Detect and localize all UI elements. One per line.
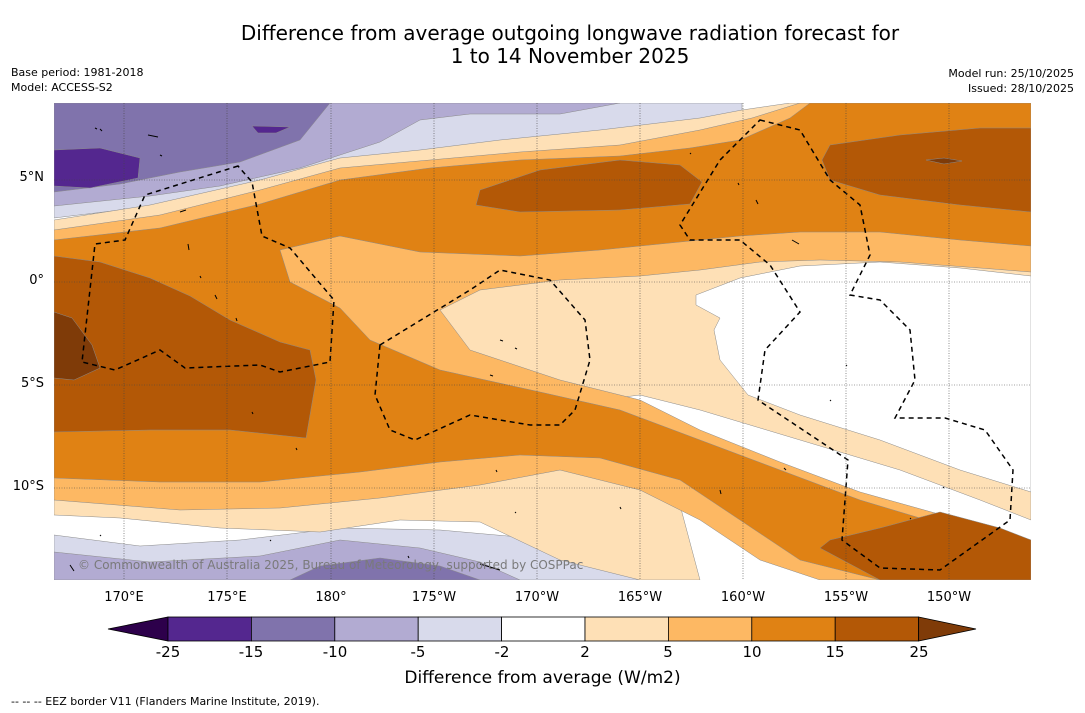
colorbar-segment xyxy=(250,616,336,642)
colorbar-label: -2 xyxy=(494,643,510,661)
colorbar-low-extension xyxy=(107,616,169,642)
lat-label-5n: 5°N xyxy=(19,170,45,185)
colorbar-segment xyxy=(501,616,586,642)
colorbar-label: -15 xyxy=(238,643,264,661)
lon-label-170w: 170°W xyxy=(514,590,560,605)
graticule-lines xyxy=(54,103,1031,580)
band-brown xyxy=(54,311,101,381)
lat-label-0: 0° xyxy=(29,273,44,288)
model-name: Model: ACCESS-S2 xyxy=(11,81,113,94)
lon-label-150w: 150°W xyxy=(926,590,972,605)
band-purple-dark xyxy=(54,147,141,189)
lon-label-180: 180° xyxy=(315,590,347,605)
colorbar-label: 25 xyxy=(909,643,929,661)
colorbar-segment xyxy=(167,616,252,642)
copyright-notice: © Commonwealth of Australia 2025, Bureau… xyxy=(78,558,584,572)
eez-border xyxy=(81,165,335,373)
issued-date: Issued: 28/10/2025 xyxy=(967,82,1074,95)
eez-border xyxy=(679,119,1014,571)
colorbar-segment xyxy=(417,616,503,642)
title-line-2: 1 to 14 November 2025 xyxy=(450,44,690,68)
colorbar-label: -10 xyxy=(322,643,348,661)
colorbar-title: Difference from average (W/m2) xyxy=(404,668,681,688)
meta-right: Model run: 25/10/2025 Issued: 28/10/2025 xyxy=(948,66,1074,96)
band-neutral xyxy=(695,261,1031,493)
lon-label-170e: 170°E xyxy=(104,590,144,605)
meta-left: Base period: 1981-2018 Model: ACCESS-S2 xyxy=(11,65,143,95)
colorbar-label: 15 xyxy=(825,643,845,661)
colorbar-segment xyxy=(334,616,419,642)
chart-title: Difference from average outgoing longwav… xyxy=(0,22,1085,68)
lon-label-165w: 165°W xyxy=(617,590,663,605)
lat-label-10s: 10°S xyxy=(12,479,44,494)
islands xyxy=(69,127,945,572)
band-dark-orange xyxy=(819,511,1031,580)
band-purple-mid xyxy=(289,557,481,580)
colorbar-segment xyxy=(751,616,836,642)
eez-borders xyxy=(81,119,1014,571)
lon-label-155w: 155°W xyxy=(823,590,869,605)
colorbar-label: 2 xyxy=(580,643,590,661)
band-dark-orange xyxy=(54,255,317,439)
band-purple-dark xyxy=(251,125,291,134)
band-brown xyxy=(925,157,963,165)
island-marks xyxy=(69,127,945,572)
lon-label-175w: 175°W xyxy=(411,590,457,605)
eez-footnote: -- -- -- EEZ border V11 (Flanders Marine… xyxy=(11,695,320,708)
lon-label-175e: 175°E xyxy=(207,590,247,605)
band-dark-orange xyxy=(475,159,703,213)
colorbar-label: -25 xyxy=(155,643,181,661)
eez-border xyxy=(374,269,591,441)
colorbar-segment xyxy=(834,616,920,642)
model-run: Model run: 25/10/2025 xyxy=(948,67,1074,80)
title-line-1: Difference from average outgoing longwav… xyxy=(240,21,900,45)
lat-label-5s: 5°S xyxy=(20,376,44,391)
colorbar-segment xyxy=(584,616,669,642)
band-dark-orange xyxy=(821,127,1031,213)
colorbar-high-extension xyxy=(918,616,977,642)
colorbar-label: -5 xyxy=(410,643,426,661)
lon-label-160w: 160°W xyxy=(720,590,766,605)
colorbar-label: 5 xyxy=(663,643,673,661)
colorbar-segment xyxy=(668,616,753,642)
base-period: Base period: 1981-2018 xyxy=(11,66,144,79)
colorbar-label: 10 xyxy=(742,643,762,661)
graticule xyxy=(54,103,1031,580)
